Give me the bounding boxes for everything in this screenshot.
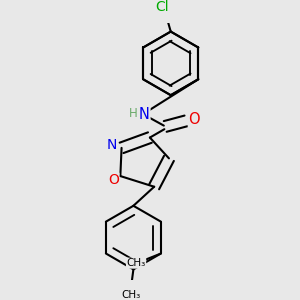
Text: Cl: Cl [156,0,169,14]
Text: O: O [108,173,119,187]
Text: N: N [107,138,117,152]
Text: CH₃: CH₃ [126,258,146,268]
Text: CH₃: CH₃ [121,290,140,300]
Text: H: H [129,107,138,120]
Text: O: O [188,112,200,127]
Text: N: N [139,107,150,122]
